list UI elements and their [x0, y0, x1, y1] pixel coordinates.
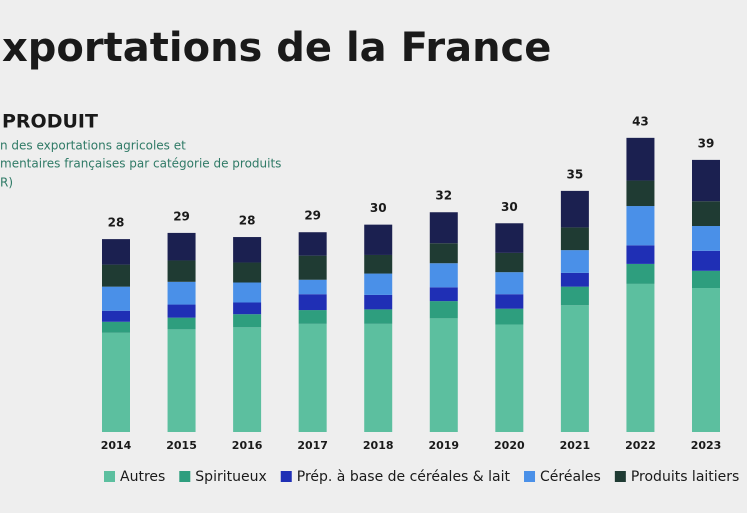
x-tick-label: 2016: [232, 439, 263, 452]
legend-swatch: [524, 471, 536, 482]
bar-segment: [102, 264, 130, 287]
bar-segment: [364, 294, 393, 310]
x-tick-label: 2015: [166, 439, 197, 452]
chart-subtitle: PRODUIT: [2, 111, 98, 133]
bar-segment: [429, 287, 458, 302]
x-tick-label: 2020: [494, 439, 525, 452]
legend-swatch: [614, 471, 626, 482]
bar-segment: [364, 273, 393, 295]
bar-segment: [233, 262, 262, 283]
bar-segment: [495, 294, 524, 309]
bar-segment: [233, 302, 262, 315]
bar-segment: [364, 323, 393, 432]
bar-segment: [429, 263, 458, 288]
bar-segment: [692, 159, 720, 202]
bar-segment: [560, 190, 589, 228]
bar-segment: [364, 224, 393, 255]
x-tick-label: 2019: [428, 439, 459, 452]
bar-segment: [298, 323, 327, 432]
bar-segment: [364, 309, 393, 324]
bar-segment: [626, 137, 655, 181]
total-label: 30: [501, 200, 518, 214]
bar-segment: [626, 245, 655, 264]
bar-segment: [233, 282, 262, 303]
bar-segment: [429, 301, 458, 319]
bar-segment: [167, 317, 196, 330]
bar-segment: [167, 329, 196, 432]
bar-segment: [495, 223, 524, 253]
description: mentaires françaises par catégorie de pr…: [0, 157, 281, 171]
legend-swatch: [104, 471, 115, 482]
bar-segment: [167, 260, 196, 282]
legend-label: Céréales: [540, 469, 601, 485]
bar-segment: [233, 314, 262, 328]
bar-segment: [102, 321, 130, 333]
bar-segment: [429, 318, 458, 432]
bar-segment: [692, 270, 720, 289]
bar-segment: [233, 327, 262, 432]
x-tick-label: 2021: [560, 439, 591, 452]
bar-segment: [364, 254, 393, 274]
bar-segment: [102, 286, 130, 311]
bar-segment: [692, 226, 720, 251]
x-tick-label: 2017: [297, 439, 328, 452]
bar-segment: [298, 279, 327, 295]
bar-segment: [167, 232, 196, 261]
total-label: 28: [108, 216, 125, 230]
description: R): [0, 176, 13, 190]
bar-segment: [626, 206, 655, 246]
bar-segment: [495, 272, 524, 295]
x-tick-label: 2014: [101, 439, 132, 452]
bar-segment: [495, 324, 524, 432]
bar-segment: [429, 243, 458, 264]
bar-segment: [560, 286, 589, 306]
bar-segment: [102, 310, 130, 322]
bar-segment: [560, 250, 589, 273]
legend-swatch: [280, 471, 292, 482]
bar-segment: [495, 252, 524, 273]
bar-segment: [692, 250, 720, 271]
legend-label: Autres: [120, 469, 165, 485]
bar-segment: [167, 304, 196, 318]
chart-title: xportations de la France: [2, 25, 551, 71]
x-tick-label: 2022: [625, 439, 656, 452]
total-label: 43: [632, 114, 649, 128]
bar-segment: [495, 308, 524, 325]
legend-label: Prép. à base de céréales & lait: [297, 469, 511, 485]
total-label: 30: [370, 201, 387, 215]
legend-swatch: [179, 471, 191, 482]
bar-segment: [626, 263, 655, 284]
total-label: 32: [435, 189, 452, 203]
bar-segment: [560, 305, 589, 432]
bar-segment: [692, 288, 720, 432]
total-label: 29: [304, 209, 321, 223]
total-label: 35: [567, 167, 584, 181]
bar-segment: [429, 212, 458, 244]
legend-label: Produits laitiers: [631, 469, 740, 485]
bar-segment: [626, 180, 655, 207]
total-label: 29: [173, 209, 190, 223]
bar-segment: [692, 201, 720, 227]
bar-segment: [298, 294, 327, 311]
total-label: 39: [698, 136, 715, 150]
bar-segment: [298, 255, 327, 280]
bar-segment: [626, 283, 655, 432]
x-tick-label: 2018: [363, 439, 394, 452]
bar-segment: [560, 227, 589, 251]
bar-segment: [298, 310, 327, 324]
total-label: 28: [239, 214, 256, 228]
legend-label: Spiritueux: [195, 469, 266, 485]
bar-segment: [167, 281, 196, 305]
x-tick-label: 2023: [691, 439, 722, 452]
bar-segment: [298, 232, 327, 256]
description: n des exportations agricoles et: [0, 139, 186, 153]
bar-segment: [102, 332, 130, 432]
bar-segment: [560, 272, 589, 287]
bar-segment: [102, 239, 130, 265]
bar-segment: [233, 237, 262, 263]
